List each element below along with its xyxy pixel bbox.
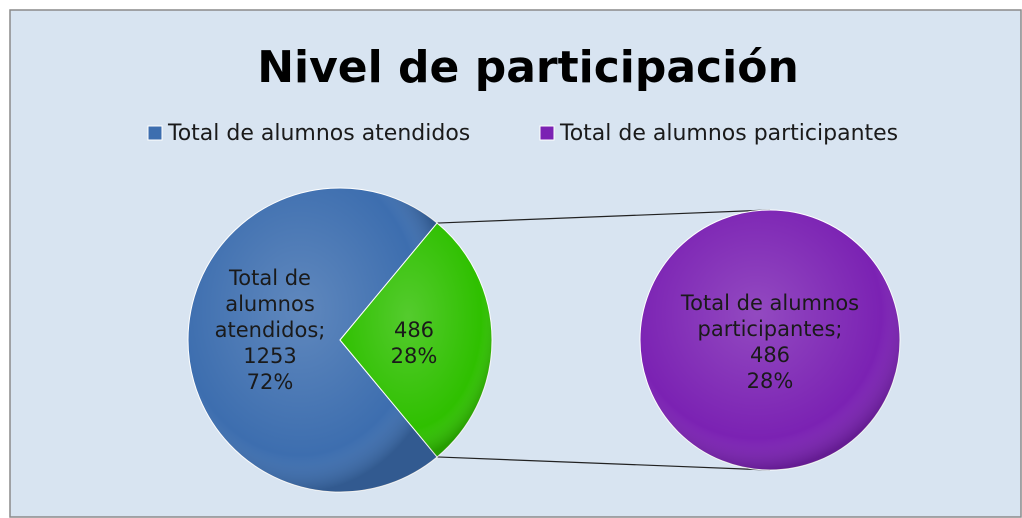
- legend-label: Total de alumnos atendidos: [167, 121, 470, 146]
- slice-shade: [188, 188, 438, 493]
- connector-line: [437, 456, 771, 471]
- legend-swatch: [147, 125, 163, 141]
- label-separator: ;: [318, 318, 326, 342]
- label-percent: 72%: [246, 370, 294, 394]
- chart-title: Nivel de participación: [257, 42, 799, 93]
- slice-shade: [340, 223, 493, 457]
- label-name: Total de alumnos participantes: [680, 291, 860, 341]
- label-name: Total de alumnos atendidos: [214, 266, 319, 342]
- data-label: 486 28%: [374, 317, 454, 369]
- label-value: 1253: [243, 344, 297, 368]
- label-value: 486: [393, 318, 435, 342]
- label-value: 486: [749, 343, 791, 367]
- label-separator: ;: [835, 317, 843, 341]
- legend-label: Total de alumnos participantes: [559, 121, 898, 146]
- data-label: Total de alumnos atendidos; 1253 72%: [205, 265, 335, 395]
- label-percent: 28%: [390, 344, 438, 368]
- slice-shade: [640, 210, 900, 470]
- connector-line: [437, 209, 771, 224]
- label-percent: 28%: [746, 369, 794, 393]
- data-label: Total de alumnos participantes; 486 28%: [680, 290, 860, 394]
- legend-swatch: [539, 125, 555, 141]
